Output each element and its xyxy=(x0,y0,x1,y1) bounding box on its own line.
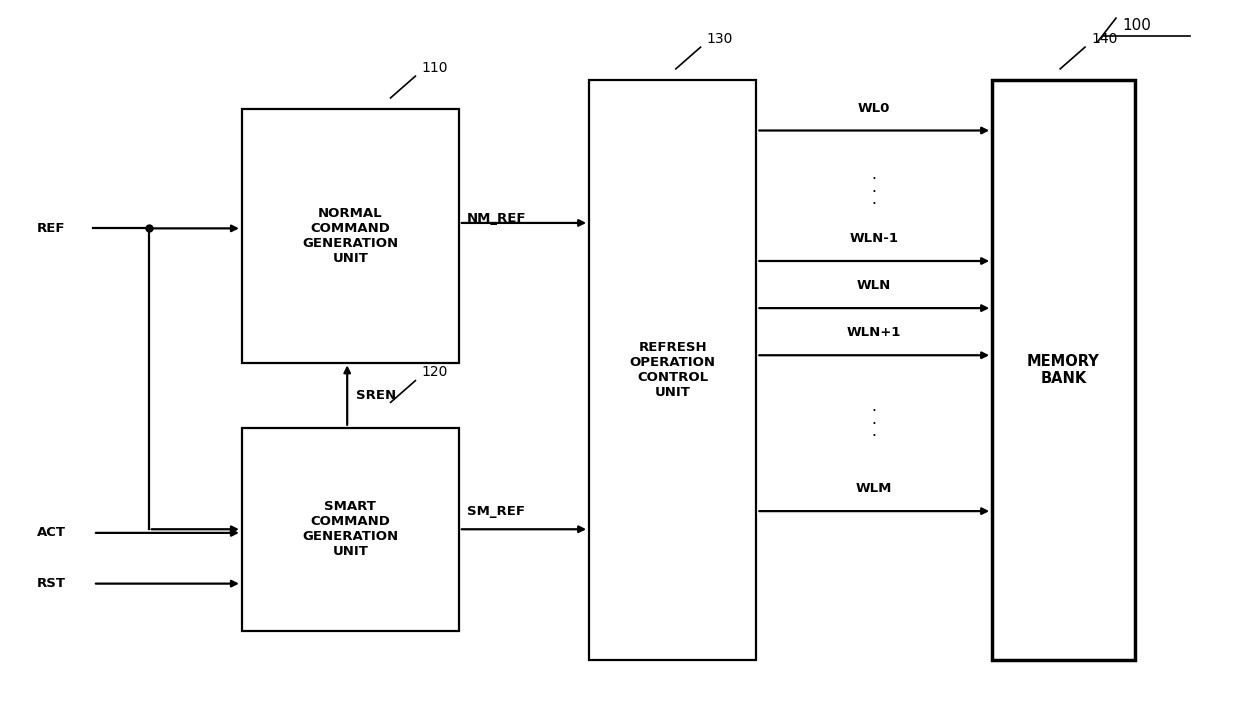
Text: NM_REF: NM_REF xyxy=(466,212,526,225)
Text: SREN: SREN xyxy=(356,389,396,402)
Text: 110: 110 xyxy=(422,61,448,75)
Text: 120: 120 xyxy=(422,365,448,379)
Text: REFRESH
OPERATION
CONTROL
UNIT: REFRESH OPERATION CONTROL UNIT xyxy=(630,341,715,399)
Text: 130: 130 xyxy=(707,32,733,46)
Text: WL0: WL0 xyxy=(858,102,890,115)
Text: SMART
COMMAND
GENERATION
UNIT: SMART COMMAND GENERATION UNIT xyxy=(303,500,398,558)
Bar xyxy=(589,80,756,660)
Bar xyxy=(992,80,1135,660)
Text: WLN-1: WLN-1 xyxy=(849,232,899,245)
Text: ACT: ACT xyxy=(37,526,66,539)
Text: WLM: WLM xyxy=(856,482,893,495)
Text: 140: 140 xyxy=(1091,32,1117,46)
Text: ·
·
·: · · · xyxy=(872,172,877,212)
Text: RST: RST xyxy=(37,577,66,590)
Text: WLN+1: WLN+1 xyxy=(847,326,901,339)
Bar xyxy=(242,109,459,362)
Text: REF: REF xyxy=(37,222,66,235)
Text: 100: 100 xyxy=(1122,18,1151,33)
Text: NORMAL
COMMAND
GENERATION
UNIT: NORMAL COMMAND GENERATION UNIT xyxy=(303,207,398,265)
Bar xyxy=(242,428,459,631)
Text: WLN: WLN xyxy=(857,279,892,292)
Text: ·
·
·: · · · xyxy=(872,404,877,444)
Text: SM_REF: SM_REF xyxy=(467,505,525,518)
Text: MEMORY
BANK: MEMORY BANK xyxy=(1027,354,1100,386)
